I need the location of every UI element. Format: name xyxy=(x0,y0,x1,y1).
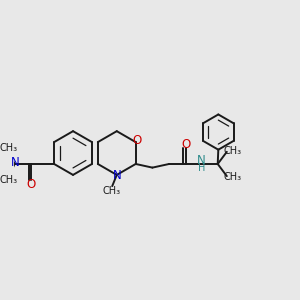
Text: O: O xyxy=(132,134,141,147)
Text: H: H xyxy=(198,163,205,172)
Text: O: O xyxy=(27,178,36,190)
Text: N: N xyxy=(11,156,19,169)
Text: O: O xyxy=(182,138,191,151)
Text: CH₃: CH₃ xyxy=(103,186,121,196)
Text: CH₃: CH₃ xyxy=(0,176,18,185)
Text: CH₃: CH₃ xyxy=(224,146,242,156)
Text: N: N xyxy=(113,169,122,182)
Text: CH₃: CH₃ xyxy=(224,172,242,182)
Text: N: N xyxy=(197,154,206,166)
Text: CH₃: CH₃ xyxy=(0,142,18,153)
